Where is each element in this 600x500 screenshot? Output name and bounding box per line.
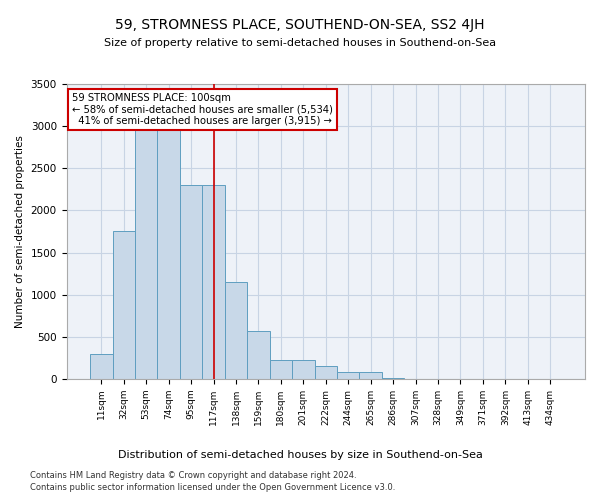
Bar (247, 331, 269, 379)
Bar (135, 110, 157, 379)
Bar (202, 185, 225, 379)
Bar (292, 360, 314, 379)
Bar (314, 366, 337, 379)
Text: 59, STROMNESS PLACE, SOUTHEND-ON-SEA, SS2 4JH: 59, STROMNESS PLACE, SOUTHEND-ON-SEA, SS… (115, 18, 485, 32)
Text: Size of property relative to semi-detached houses in Southend-on-Sea: Size of property relative to semi-detach… (104, 38, 496, 48)
Bar (90, 354, 113, 379)
Bar (269, 360, 292, 379)
Y-axis label: Number of semi-detached properties: Number of semi-detached properties (15, 135, 25, 328)
Bar (180, 185, 202, 379)
Text: 59 STROMNESS PLACE: 100sqm
← 58% of semi-detached houses are smaller (5,534)
  4: 59 STROMNESS PLACE: 100sqm ← 58% of semi… (72, 93, 332, 126)
Bar (337, 372, 359, 379)
Bar (382, 378, 404, 379)
Text: Contains public sector information licensed under the Open Government Licence v3: Contains public sector information licen… (30, 484, 395, 492)
Text: Contains HM Land Registry data © Crown copyright and database right 2024.: Contains HM Land Registry data © Crown c… (30, 471, 356, 480)
Bar (157, 110, 180, 379)
Text: Distribution of semi-detached houses by size in Southend-on-Sea: Distribution of semi-detached houses by … (118, 450, 482, 460)
Bar (359, 372, 382, 379)
Bar (225, 282, 247, 379)
Bar (113, 232, 135, 379)
